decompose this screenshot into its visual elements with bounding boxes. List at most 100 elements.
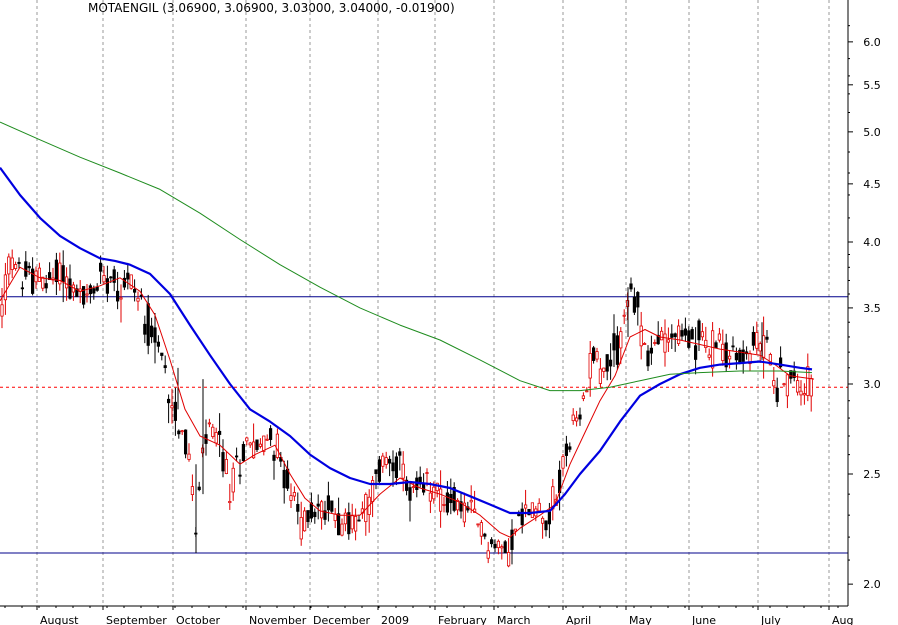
candle-body [809, 378, 813, 397]
candle-body [796, 380, 800, 393]
candle-body [724, 342, 728, 368]
candle-body [649, 347, 654, 354]
x-tick-label: April [566, 614, 591, 625]
candle-body [319, 501, 324, 519]
candle-body [714, 342, 718, 349]
candle-body [85, 293, 89, 296]
candle-body [660, 330, 664, 341]
candle-body [632, 296, 637, 313]
candle-body [568, 446, 572, 450]
candle-body [258, 443, 263, 447]
candle-body [643, 343, 647, 345]
candle-body [741, 349, 745, 362]
candle-body [282, 469, 286, 489]
candle-body [428, 492, 433, 502]
candle-body [442, 504, 446, 506]
candle-body [758, 343, 762, 352]
candle-body [27, 265, 31, 269]
candle-body [377, 459, 382, 482]
candle-body [173, 401, 177, 421]
candle-body [639, 325, 643, 347]
candle-body [255, 439, 259, 450]
candle-body [387, 458, 392, 464]
candle-body [666, 339, 671, 343]
candle-body [459, 501, 463, 512]
candle-body [75, 288, 79, 298]
candle-body [163, 365, 167, 369]
candle-body [734, 352, 739, 361]
moving-averages [0, 121, 815, 538]
candle-body [592, 347, 596, 361]
candle-body [510, 529, 514, 550]
candle-body [296, 503, 300, 512]
candle-body [602, 367, 606, 372]
candle-body [37, 267, 42, 282]
candle-body [506, 552, 511, 567]
x-tick-label: 2009 [381, 614, 409, 625]
ma-fast-line [0, 266, 815, 538]
candle-body [452, 487, 456, 511]
y-tick-label: 5.5 [863, 79, 881, 92]
y-tick-label: 5.0 [863, 126, 881, 139]
x-tick-label: May [629, 614, 652, 625]
x-tick-label: February [438, 614, 487, 625]
candle-body [578, 414, 582, 420]
candle-body [493, 543, 497, 549]
candle-body [17, 261, 21, 264]
candle-body [421, 483, 426, 493]
candle-body [190, 486, 194, 495]
candle-body [119, 297, 123, 300]
candle-body [394, 456, 399, 478]
candle-body [245, 437, 249, 442]
y-axis-labels: 6.0 5.5 5.0 4.5 4.0 3.5 3.0 2.5 2.0 [863, 36, 881, 591]
gridlines [36, 0, 830, 606]
candle-body [177, 430, 181, 435]
candle-body [411, 486, 416, 489]
candle-body [0, 304, 4, 317]
chart-title: MOTAENGIL (3.06900, 3.06900, 3.03000, 3.… [88, 1, 455, 15]
candle-body [772, 380, 776, 387]
x-tick-label: December [313, 614, 371, 625]
candle-body [717, 333, 722, 341]
candle-body [670, 333, 674, 338]
candle-body [221, 452, 225, 472]
candle-body [564, 443, 569, 456]
candle-body [275, 433, 280, 458]
candle-body [445, 492, 450, 513]
x-tick-label: September [106, 614, 167, 625]
x-tick-label: November [249, 614, 307, 625]
candle-body [183, 429, 188, 455]
candle-body [435, 482, 439, 492]
candle-body [136, 297, 140, 302]
candle-body [588, 352, 592, 379]
candle-body [500, 546, 504, 549]
candle-body [313, 511, 317, 518]
candle-body [806, 366, 810, 396]
candle-body [629, 283, 633, 290]
candle-body [711, 330, 715, 369]
candle-body [116, 290, 120, 302]
axes [0, 0, 853, 610]
candle-body [438, 488, 443, 512]
candle-body [156, 341, 160, 347]
candle-body [802, 393, 807, 396]
candle-body [503, 541, 507, 554]
candle-body [126, 272, 130, 280]
candle-body [408, 487, 412, 501]
candle-body [309, 502, 314, 519]
candle-body [683, 328, 688, 336]
candle-body [13, 264, 18, 269]
y-tick-label: 3.0 [863, 378, 881, 391]
candle-body [694, 345, 698, 360]
candle-body [636, 292, 640, 308]
candle-body [82, 286, 86, 305]
candle-body [391, 462, 395, 472]
ma-mid-line [0, 167, 813, 515]
candle-body [489, 539, 494, 545]
candle-body [656, 334, 660, 345]
candle-body [350, 515, 354, 530]
candle-body [228, 501, 232, 504]
candle-body [513, 528, 518, 532]
candle-body [595, 351, 599, 360]
candle-body [653, 342, 657, 344]
